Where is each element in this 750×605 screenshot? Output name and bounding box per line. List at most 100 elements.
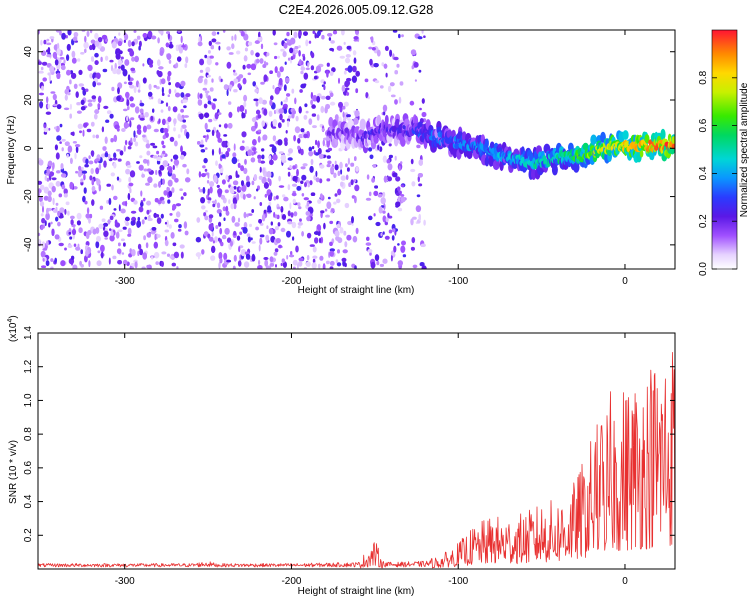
spectrogram-cell: [221, 140, 227, 148]
spectrogram-cell: [353, 117, 359, 125]
spectrogram-cell: [86, 30, 90, 37]
spectrogram-cell: [90, 39, 96, 44]
spectrogram-cell: [291, 88, 295, 94]
spectrogram-cell: [302, 163, 308, 167]
spectrogram-cell: [118, 242, 121, 247]
spectrogram-cell: [66, 69, 71, 76]
spectrogram-cell: [219, 258, 223, 264]
spectrogram-cell: [122, 69, 128, 77]
spectrogram-cell: [173, 251, 180, 259]
spectrogram-cell: [57, 210, 61, 217]
spectrogram-cell: [204, 54, 208, 59]
spectrogram-cell: [237, 162, 241, 168]
spectrogram-cell: [274, 248, 279, 253]
spectrogram-cell: [400, 184, 405, 188]
spectrogram-cell: [117, 59, 123, 67]
spectrogram-cell: [244, 109, 247, 115]
spectrogram-cell: [142, 134, 146, 138]
spectrogram-cell: [287, 221, 293, 225]
spectrogram-cell: [346, 114, 351, 118]
spectrogram-cell: [106, 199, 109, 204]
spectrogram-cell: [71, 57, 77, 64]
spectrogram-cell: [308, 146, 313, 152]
spectrogram-cell: [61, 138, 66, 142]
spectrogram-cell: [382, 155, 387, 163]
snr-y-tick-label: 1.4: [23, 326, 34, 340]
spectrogram-cell: [346, 45, 352, 50]
spectrogram-cell: [388, 154, 393, 159]
spectrogram-cell: [397, 207, 403, 212]
spectrogram-cell: [257, 265, 263, 269]
spectrogram-cell: [106, 183, 111, 187]
spectrogram-cell: [287, 210, 291, 217]
spectrogram-cell: [257, 114, 262, 119]
spectrogram-cell: [238, 187, 242, 191]
spectrogram-cell: [105, 119, 110, 123]
spectrogram-cell: [423, 219, 426, 226]
spectrogram-cell: [167, 124, 170, 130]
spectrogram-cell: [154, 198, 159, 203]
spectrogram-cell: [169, 41, 173, 45]
spectrogram-cell: [150, 115, 154, 121]
spectrogram-cell: [321, 128, 325, 132]
spectrogram-x-tick-label: -300: [115, 276, 135, 287]
spectrogram-cell: [173, 118, 177, 125]
spectrogram-cell: [127, 233, 132, 237]
spectrogram-cell: [305, 211, 311, 216]
colorbar: 0.0 0.2 0.4 0.6 0.8 Normalized spectral ampl…: [698, 29, 750, 276]
snr-x-tick-label: 0: [622, 576, 628, 587]
spectrogram-cell: [287, 184, 291, 191]
spectrogram-cell: [91, 199, 95, 206]
spectrogram-cell: [56, 72, 61, 80]
spectrogram-cell: [240, 165, 245, 172]
ridge-cell: [639, 150, 644, 158]
spectrogram-cell: [97, 95, 102, 103]
spectrogram-cell: [41, 85, 44, 91]
colorbar-gradient: [711, 29, 738, 270]
spectrogram-cell: [224, 189, 229, 194]
spectrogram-cell: [331, 208, 335, 213]
spectrogram-cell: [103, 230, 109, 237]
spectrogram-cell: [232, 180, 239, 186]
spectrogram-cell: [200, 149, 206, 153]
spectrogram-cell: [419, 262, 425, 267]
spectrogram-cell: [113, 152, 117, 159]
spectrogram-cell: [128, 182, 134, 187]
spectrogram-cell: [166, 31, 170, 34]
spectrogram-cell: [44, 175, 47, 181]
spectrogram-cell: [84, 35, 87, 43]
spectrogram-cell: [168, 59, 172, 64]
spectrogram-cell: [285, 130, 288, 134]
spectrogram-cell: [383, 203, 386, 210]
spectrogram-cell: [143, 235, 147, 241]
spectrogram-cell: [383, 175, 388, 183]
spectrogram-cell: [367, 249, 373, 253]
spectrogram-cell: [180, 92, 185, 98]
spectrogram-cell: [126, 99, 130, 107]
spectrogram-cell: [307, 183, 310, 188]
spectrogram-cell: [63, 188, 68, 195]
spectrogram-cell: [316, 114, 320, 121]
spectrogram-cell: [41, 265, 47, 269]
spectrogram-cell: [174, 89, 177, 94]
spectrogram-cell: [373, 63, 379, 68]
spectrogram-cell: [116, 95, 121, 102]
spectrogram-cell: [280, 206, 284, 213]
spectrogram-cell: [56, 135, 62, 141]
spectrogram-cell: [142, 63, 145, 67]
spectrogram-cell: [333, 172, 337, 179]
spectrogram-cell: [300, 166, 306, 170]
spectrogram-cell: [328, 37, 332, 41]
spectrogram-cell: [298, 106, 302, 114]
spectrogram-cell: [157, 37, 160, 44]
spectrogram-cell: [167, 74, 171, 82]
spectrogram-cell: [267, 205, 272, 212]
spectrogram-cell: [206, 58, 212, 66]
spectrogram-cell: [397, 260, 403, 266]
spectrogram-cell: [282, 194, 286, 198]
spectrogram-cell: [332, 30, 338, 35]
spectrogram-cell: [242, 77, 247, 85]
spectrogram-cell: [369, 252, 372, 256]
spectrogram-cell: [181, 124, 187, 129]
spectrogram-cell: [399, 81, 404, 86]
